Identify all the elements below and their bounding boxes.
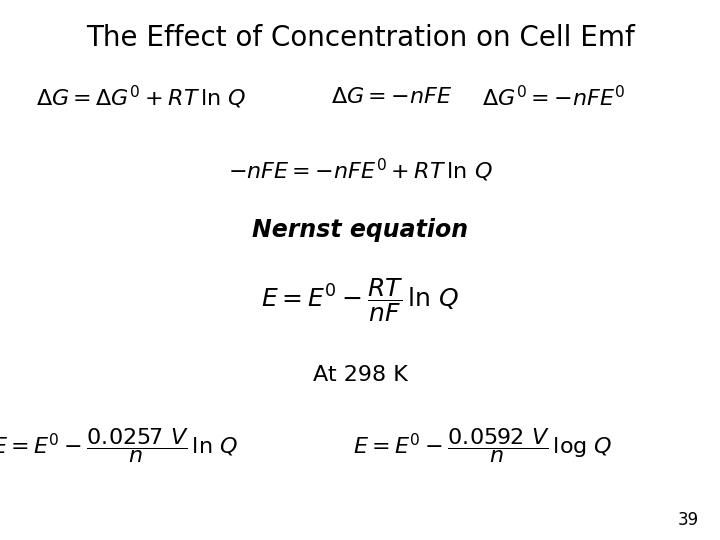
Text: $\mathit{E} = \mathit{E}^0 - \dfrac{0.0257\ \mathit{V}}{\mathit{n}}\,\ln\,\mathi: $\mathit{E} = \mathit{E}^0 - \dfrac{0.02… [0,426,238,465]
Text: $\Delta\mathit{G}^0 = \mathit{-nFE}^0$: $\Delta\mathit{G}^0 = \mathit{-nFE}^0$ [482,85,626,110]
Text: $\Delta\mathit{G} = \Delta\mathit{G}^0 + \mathit{RT}\,\ln\,\mathit{Q}$: $\Delta\mathit{G} = \Delta\mathit{G}^0 +… [36,84,246,111]
Text: $\Delta\mathit{G} = \mathit{-nFE}$: $\Delta\mathit{G} = \mathit{-nFE}$ [331,87,453,107]
Text: $\mathit{E} = \mathit{E}^0 - \dfrac{\mathit{RT}}{\mathit{nF}}\,\ln\,\mathit{Q}$: $\mathit{E} = \mathit{E}^0 - \dfrac{\mat… [261,276,459,323]
Text: At 298 K: At 298 K [312,365,408,386]
Text: $\mathit{E} = \mathit{E}^0 - \dfrac{0.0592\ \mathit{V}}{\mathit{n}}\,\log\,\math: $\mathit{E} = \mathit{E}^0 - \dfrac{0.05… [353,426,612,465]
Text: Nernst equation: Nernst equation [252,218,468,241]
Text: 39: 39 [678,511,698,529]
Text: The Effect of Concentration on Cell Emf: The Effect of Concentration on Cell Emf [86,24,634,52]
Text: $\mathit{-nFE} = \mathit{-nFE}^0 + \mathit{RT}\,\ln\,\mathit{Q}$: $\mathit{-nFE} = \mathit{-nFE}^0 + \math… [228,157,492,184]
